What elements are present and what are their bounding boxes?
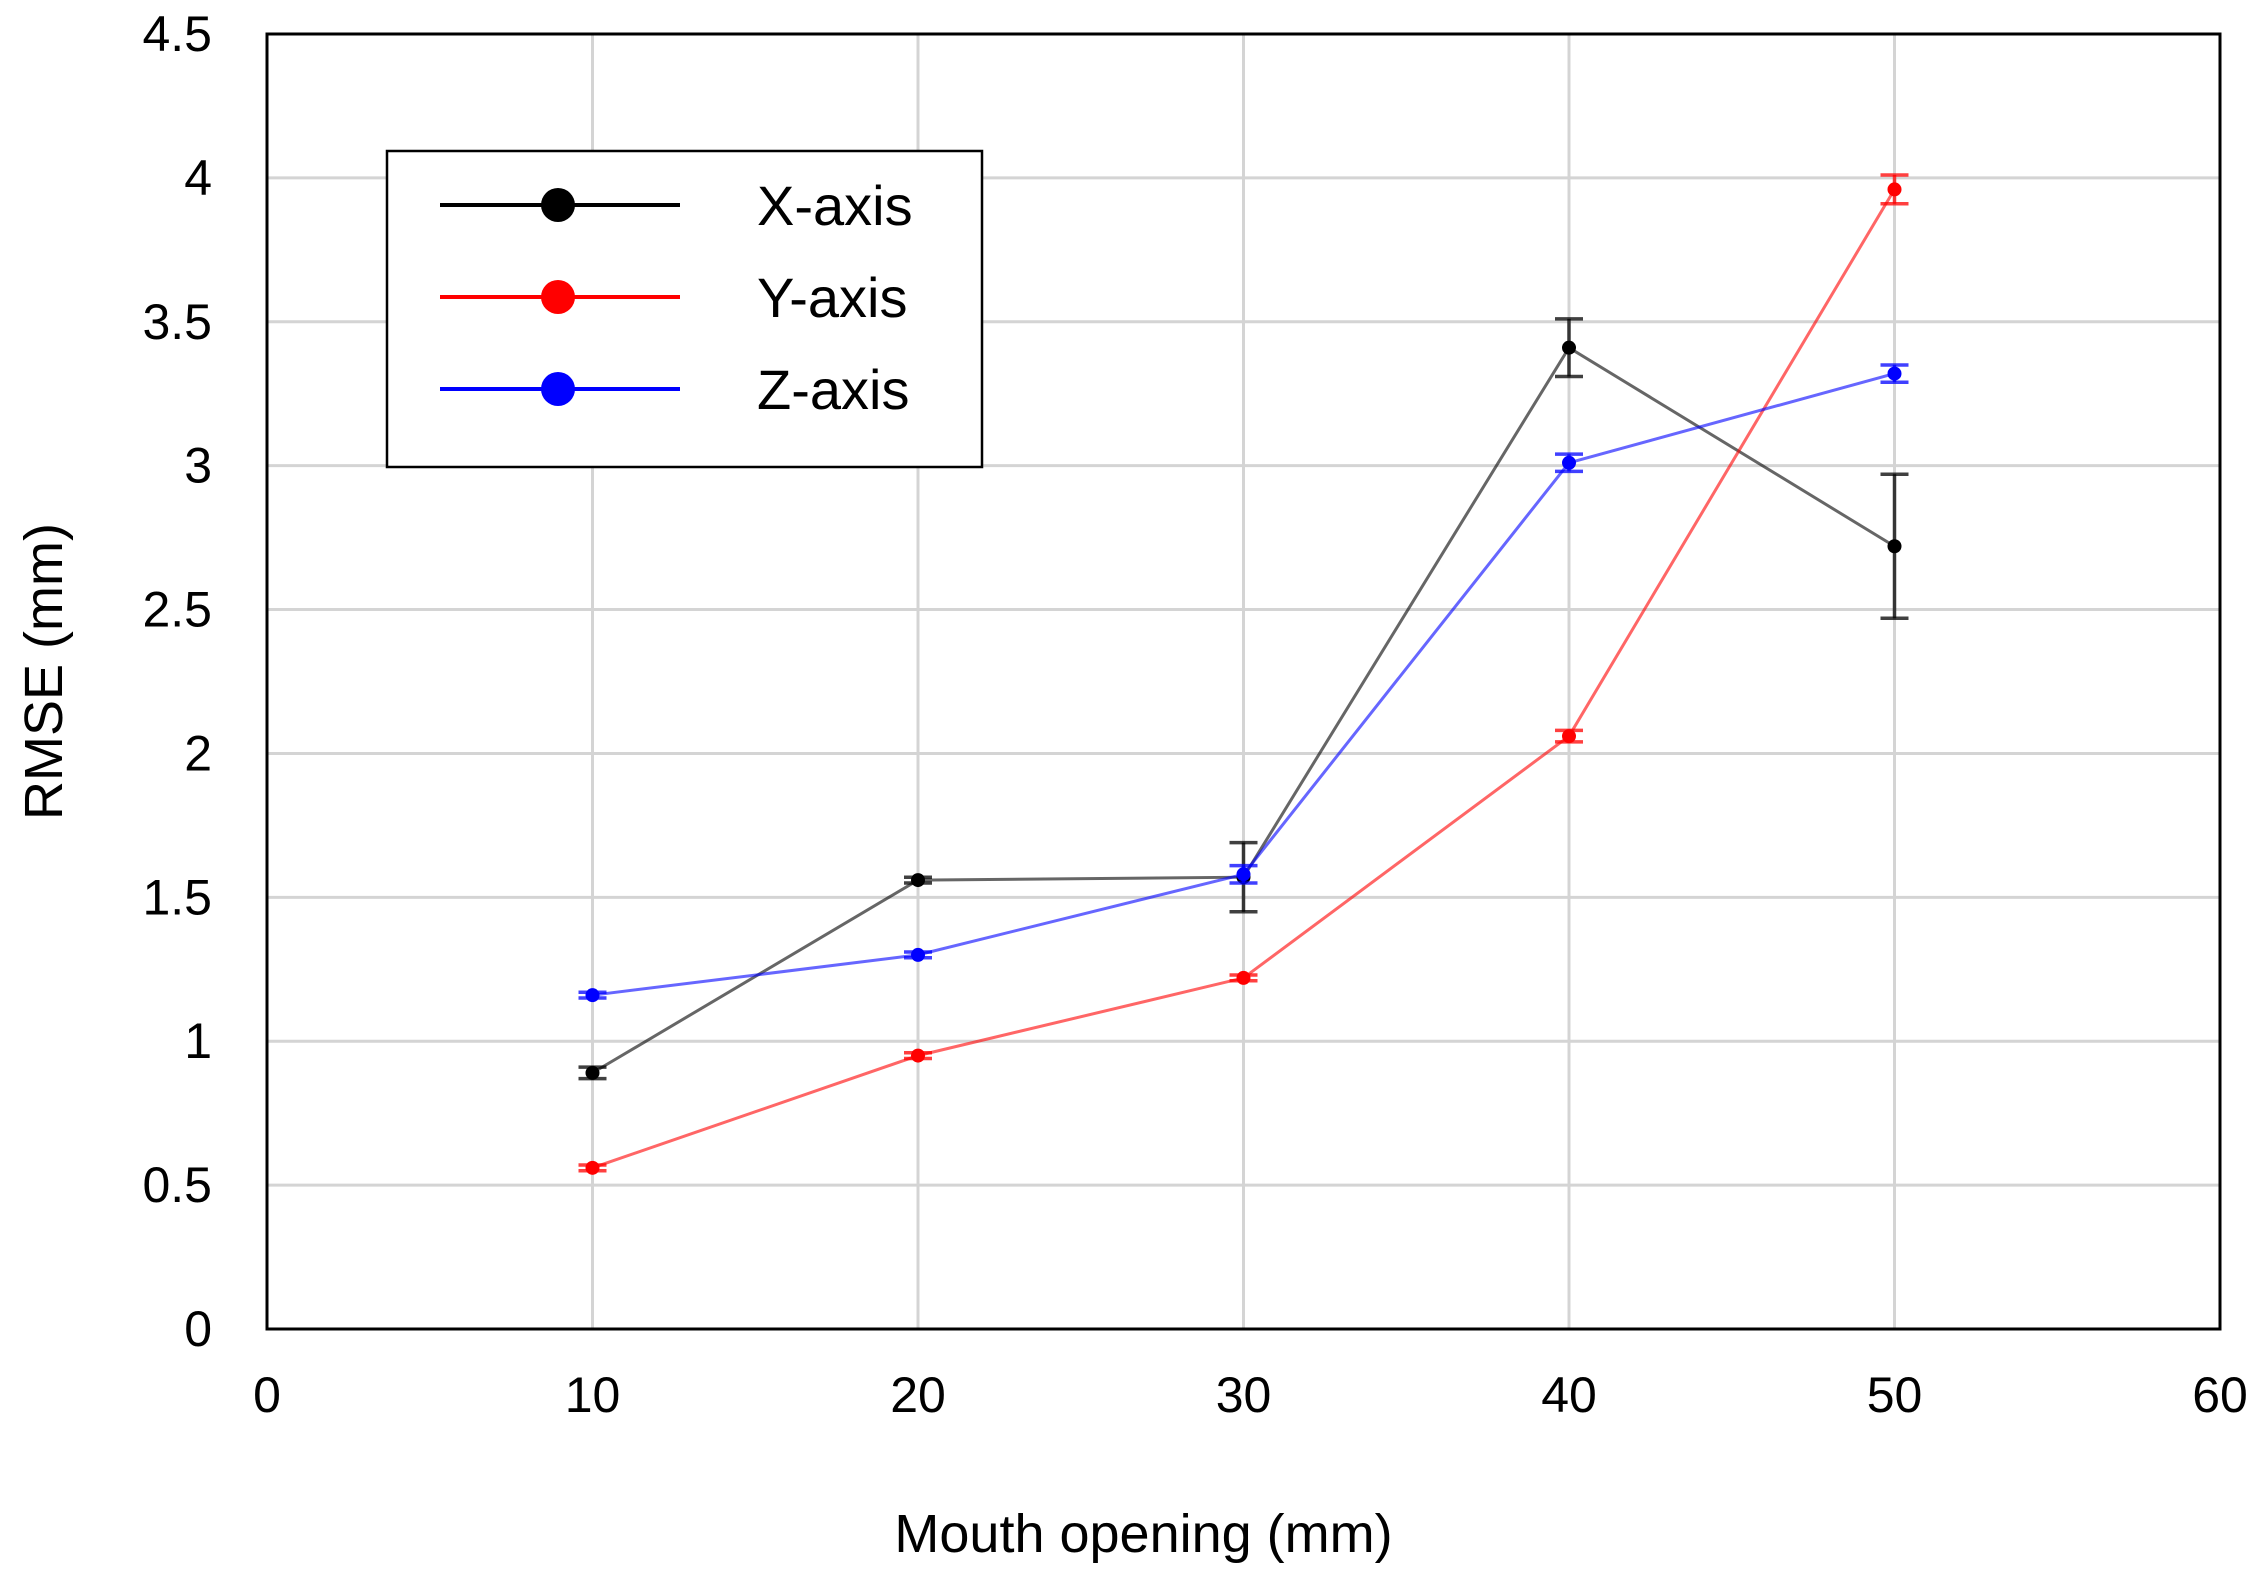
data-point xyxy=(585,988,600,1003)
x-tick-label: 60 xyxy=(2192,1367,2248,1423)
data-point xyxy=(911,1048,925,1063)
x-tick-label: 30 xyxy=(1216,1367,1272,1423)
data-point xyxy=(1887,539,1902,554)
x-tick-label: 10 xyxy=(565,1367,621,1423)
y-tick-label: 1.5 xyxy=(142,869,212,925)
y-tick-label: 2.5 xyxy=(142,582,212,638)
legend-label: Z-axis xyxy=(757,358,909,421)
data-point xyxy=(585,1160,600,1175)
legend-items: X-axis Y-axis Z-axis xyxy=(440,174,913,421)
legend-item-y-axis: Y-axis xyxy=(440,266,907,329)
tick-labels: 0 10 20 30 40 50 60 0 0.5 1 1.5 2 2.5 3 3.5 4 4.5 xyxy=(142,6,2247,1423)
series-z-axis xyxy=(578,363,1909,1003)
data-point xyxy=(585,1065,600,1080)
y-tick-label: 0.5 xyxy=(142,1157,212,1213)
y-axis-title: RMSE (mm) xyxy=(14,523,74,820)
legend-label: Y-axis xyxy=(757,266,907,329)
x-tick-label: 20 xyxy=(890,1367,946,1423)
data-point xyxy=(1236,867,1251,882)
legend-item-z-axis: Z-axis xyxy=(440,358,909,421)
plot-frame xyxy=(265,32,2222,1331)
legend-item-x-axis: X-axis xyxy=(440,174,913,237)
y-tick-label: 1 xyxy=(184,1013,212,1069)
legend: X-axis Y-axis Z-axis xyxy=(385,149,984,469)
legend-marker xyxy=(541,280,575,314)
x-tick-label: 40 xyxy=(1541,1367,1597,1423)
y-tick-label: 2 xyxy=(184,725,212,781)
y-tick-label: 3.5 xyxy=(142,294,212,350)
y-tick-label: 3 xyxy=(184,438,212,494)
legend-marker xyxy=(541,188,575,222)
data-point xyxy=(911,873,925,888)
data-point xyxy=(1562,729,1576,744)
legend-label: X-axis xyxy=(757,174,913,237)
x-axis-title: Mouth opening (mm) xyxy=(894,1504,1392,1564)
data-point xyxy=(1887,182,1902,197)
x-tick-label: 0 xyxy=(253,1367,281,1423)
data-point xyxy=(1236,970,1251,985)
data-point xyxy=(911,947,925,962)
y-tick-label: 0 xyxy=(184,1301,212,1357)
data-point xyxy=(1562,340,1576,355)
y-tick-label: 4 xyxy=(184,150,212,206)
data-point xyxy=(1887,366,1902,381)
legend-marker xyxy=(541,372,575,406)
series-y-axis xyxy=(578,173,1909,1175)
y-tick-label: 4.5 xyxy=(142,6,212,62)
x-tick-label: 50 xyxy=(1867,1367,1923,1423)
data-point xyxy=(1562,455,1576,470)
series-group xyxy=(578,173,1909,1175)
